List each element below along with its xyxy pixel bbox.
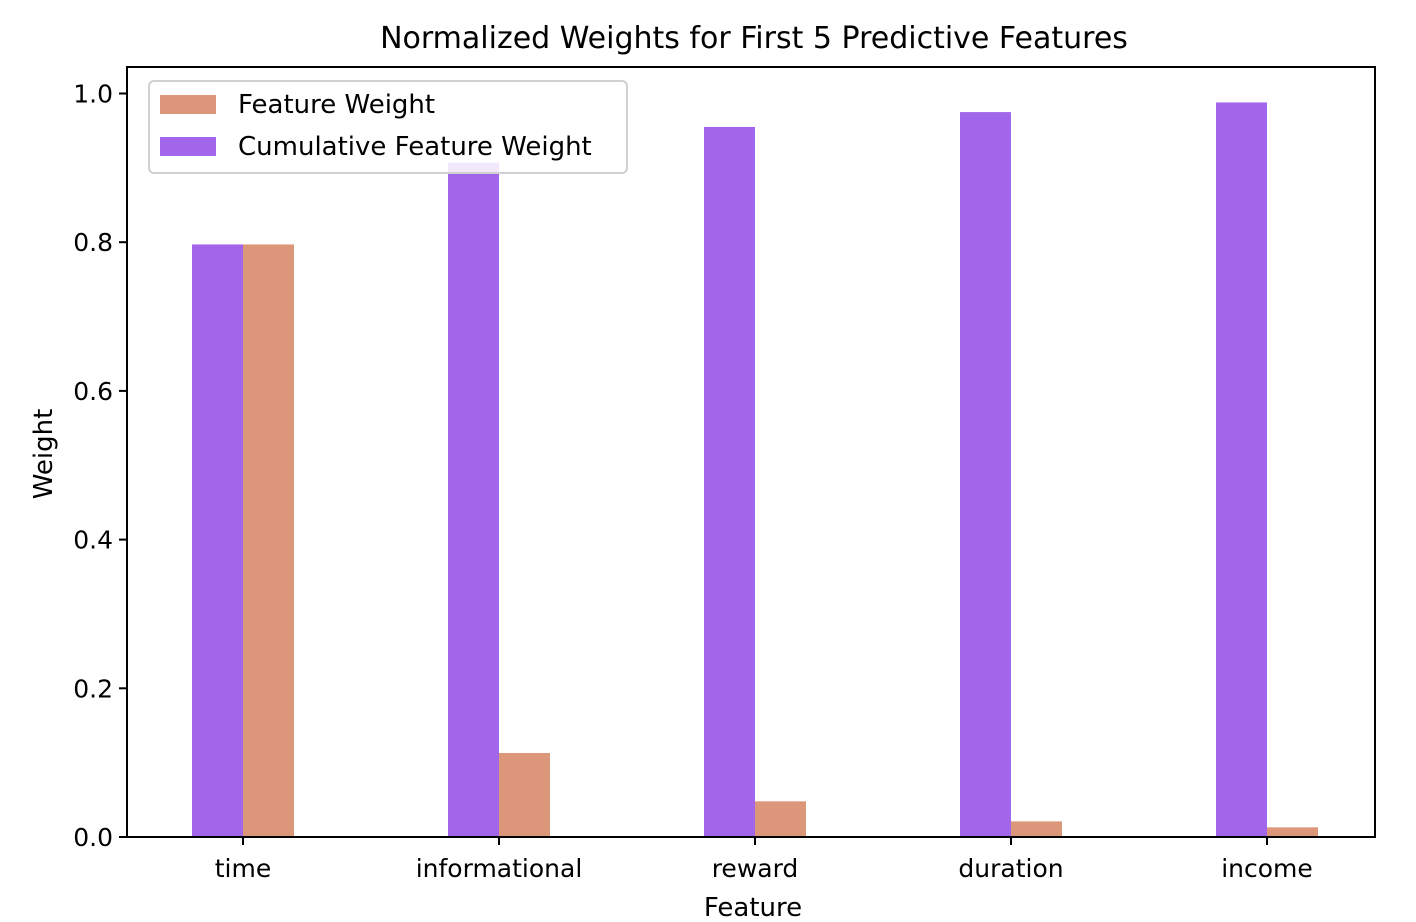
legend-swatch: [160, 137, 216, 156]
x-axis-label: Feature: [704, 893, 802, 922]
y-tick-label: 1.0: [73, 80, 113, 109]
y-tick-label: 0.6: [73, 377, 113, 406]
bar-feature-income: [1267, 827, 1318, 837]
x-tick-label: income: [1221, 854, 1313, 883]
legend-box: [148, 80, 628, 174]
y-tick-label: 0.8: [73, 228, 113, 257]
legend-label: Feature Weight: [238, 90, 435, 120]
bar-feature-reward: [755, 801, 806, 837]
x-tick-label: time: [215, 854, 271, 883]
legend-swatch: [160, 95, 216, 114]
y-tick-label: 0.4: [73, 526, 113, 555]
bar-cumulative-time: [192, 244, 243, 838]
legend: Feature Weight Cumulative Feature Weight: [148, 80, 628, 174]
x-tick-label: informational: [416, 854, 583, 883]
y-axis-ticks: 0.0 0.2 0.4 0.6 0.8 1.0: [73, 80, 127, 852]
bar-feature-duration: [1011, 821, 1062, 837]
bar-cumulative-reward: [704, 126, 755, 837]
y-axis-label: Weight: [29, 409, 59, 500]
chart-title: Normalized Weights for First 5 Predictiv…: [380, 21, 1128, 56]
plot-frame: [126, 66, 1376, 838]
x-tick-label: duration: [958, 854, 1063, 883]
bar-cumulative-informational: [448, 162, 499, 837]
bar-feature-informational: [499, 752, 550, 837]
bars: [192, 102, 1318, 838]
bar-cumulative-income: [1216, 102, 1267, 837]
y-tick-label: 0.0: [73, 823, 113, 852]
legend-label: Cumulative Feature Weight: [238, 132, 592, 162]
bar-cumulative-duration: [960, 112, 1011, 837]
x-axis-ticks: time informational reward duration income: [215, 837, 1313, 883]
y-tick-label: 0.2: [73, 674, 113, 703]
bar-feature-time: [243, 244, 294, 838]
x-tick-label: reward: [712, 854, 799, 883]
